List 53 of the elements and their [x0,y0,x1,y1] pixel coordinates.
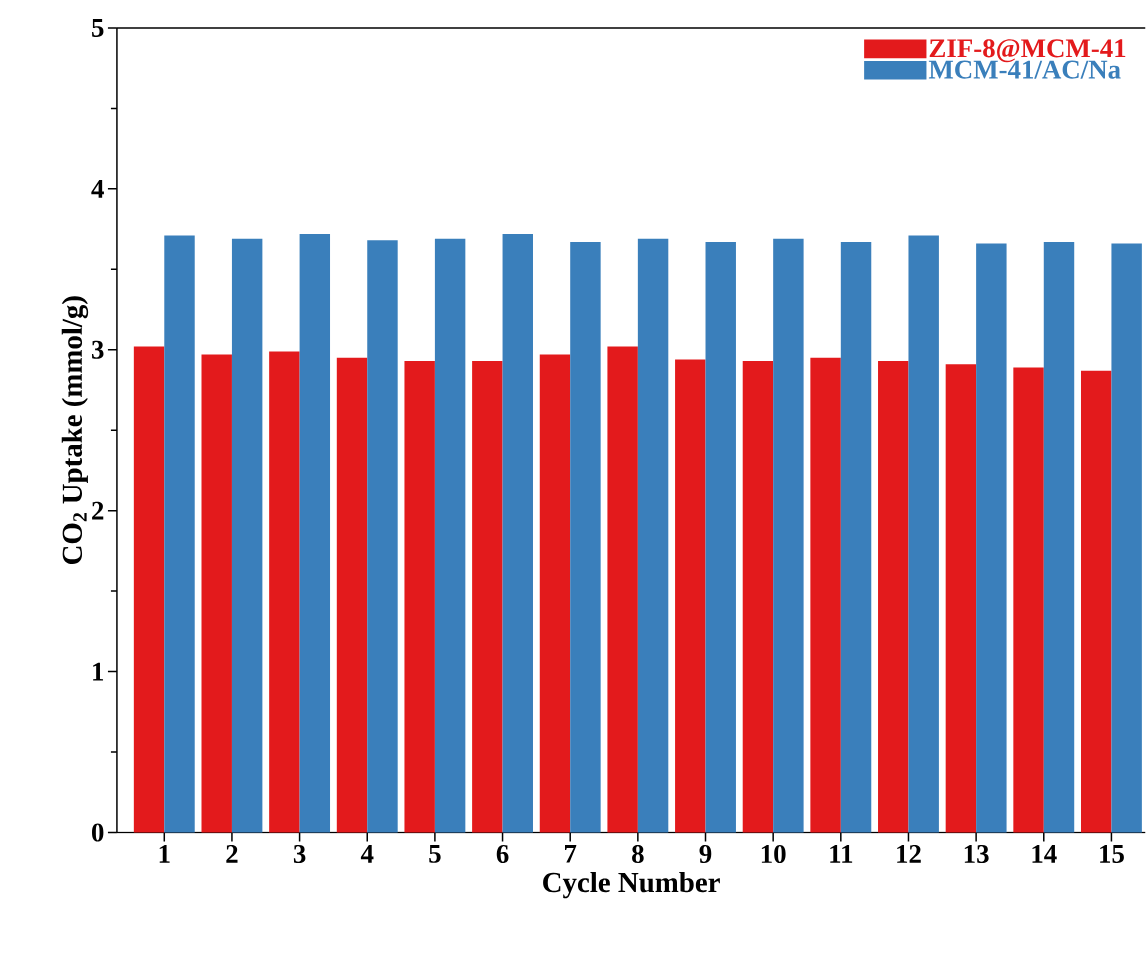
bar [878,360,909,833]
y-tick-label: 0 [92,823,104,842]
x-tick-label: 14 [1032,844,1057,863]
x-tick-label: 2 [226,844,238,863]
bar [840,241,872,833]
bar [773,238,804,833]
bar [607,346,638,833]
x-tick-label: 5 [429,844,441,863]
y-axis-title: CO$_{2}$ Uptake (mmol/g) [61,296,89,564]
x-tick-label: 11 [830,844,853,863]
bar [1111,243,1142,833]
bar [472,360,503,833]
y-tick-label: 3 [91,340,104,359]
x-axis-title: Cycle Number [543,871,720,899]
bar [675,359,706,833]
x-tick-label: 10 [761,844,786,863]
y-tick-label: 2 [92,501,104,520]
bar [539,354,571,833]
x-tick-label: 7 [565,844,577,863]
bar [299,233,331,833]
bar [269,351,300,833]
bar [705,241,736,833]
bar [570,241,601,833]
x-tick-label: 4 [360,844,374,863]
bar [1080,370,1112,833]
bar [945,364,977,833]
y-tick-label: 1 [93,662,104,681]
bar [810,357,841,833]
bar [637,238,669,833]
bar [367,240,398,833]
bar [434,238,466,833]
bar [201,354,232,833]
bar [742,360,774,833]
bar [133,346,165,833]
x-tick-label: 1 [159,844,170,863]
bar [164,235,195,833]
bar [336,357,368,833]
bar [1043,241,1075,833]
x-tick-label: 13 [964,844,989,863]
y-tick-label: 5 [92,18,104,37]
x-tick-label: 15 [1100,844,1124,863]
x-tick-label: 9 [699,844,712,863]
bar [231,238,263,833]
bar [1013,367,1044,833]
bar [908,235,939,833]
x-tick-label: 12 [897,844,921,863]
bar [976,243,1007,833]
bar [502,233,533,833]
x-tick-label: 3 [293,844,306,863]
x-tick-label: 8 [632,844,644,863]
x-tick-label: 6 [496,844,509,863]
y-tick-label: 4 [91,179,104,198]
bar [404,360,435,833]
